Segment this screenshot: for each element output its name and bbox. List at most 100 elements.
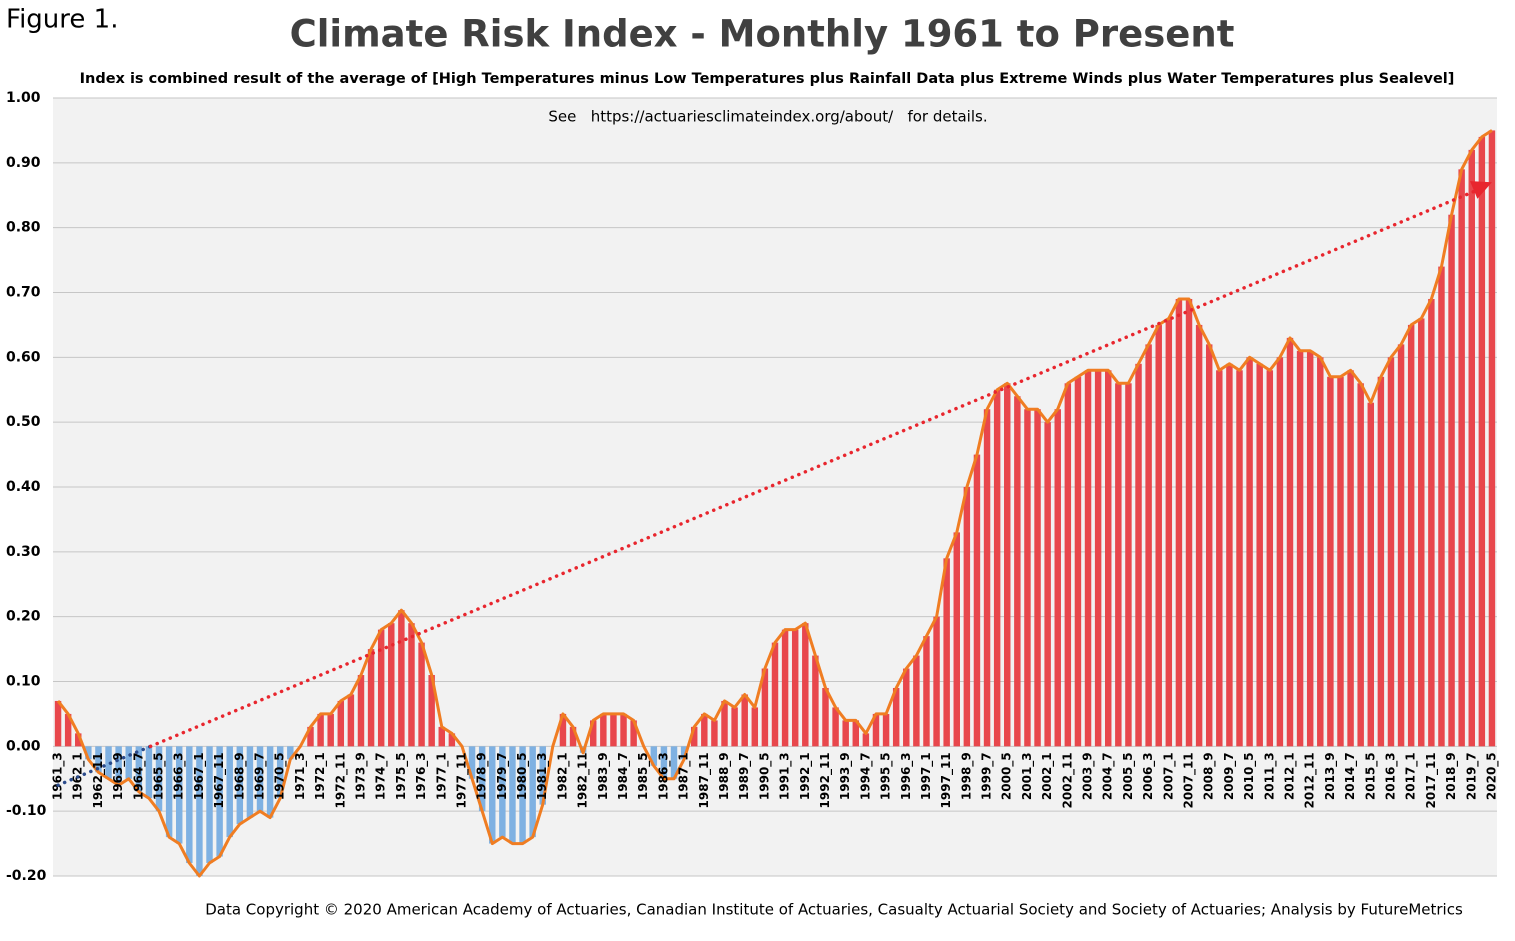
x-tick-label: 1995_5 <box>879 752 894 800</box>
x-tick-label: 2012_1 <box>1282 752 1297 800</box>
bar <box>741 694 748 747</box>
x-tick-label: 2012_11 <box>1303 752 1318 808</box>
bar <box>812 655 819 747</box>
y-tick-label: 0.00 <box>6 738 41 754</box>
x-tick-label: 2017_1 <box>1404 752 1419 800</box>
bar <box>509 746 516 844</box>
bar <box>1256 363 1263 747</box>
x-tick-label: 2011_3 <box>1262 752 1277 800</box>
bar <box>559 713 567 747</box>
bar <box>1084 370 1092 747</box>
bar <box>1054 409 1061 747</box>
bar <box>1458 169 1465 747</box>
x-tick-label: 2013_9 <box>1323 752 1338 800</box>
bar <box>135 746 143 792</box>
bar <box>721 700 728 747</box>
bar <box>1397 344 1405 747</box>
bar <box>226 746 233 838</box>
x-tick-label: 1968_9 <box>232 752 247 800</box>
bar <box>1226 363 1233 747</box>
y-tick-label: 0.60 <box>6 349 41 365</box>
bar <box>1024 409 1031 747</box>
bar <box>701 713 708 747</box>
bar <box>590 720 597 747</box>
chart-subtitle: Index is combined result of the average … <box>80 71 1455 87</box>
bar <box>1155 324 1162 747</box>
bar <box>428 675 435 747</box>
bar <box>408 623 415 747</box>
bar <box>1488 130 1496 747</box>
bar <box>377 629 385 747</box>
bar <box>771 642 779 747</box>
bar <box>1418 318 1425 747</box>
x-tick-label: 2018_9 <box>1444 752 1459 800</box>
bar <box>489 746 496 844</box>
x-tick-label: 2002_1 <box>1040 752 1055 800</box>
x-tick-label: 1997_1 <box>919 752 934 800</box>
bar <box>448 733 456 747</box>
bar <box>903 668 910 747</box>
bar <box>256 746 264 812</box>
x-tick-label: 1972_11 <box>333 752 348 808</box>
x-tick-label: 1991_3 <box>778 752 793 800</box>
trend-line <box>56 744 153 787</box>
bar <box>398 610 405 747</box>
bar <box>1195 324 1203 747</box>
note: See https://actuariesclimateindex.org/ab… <box>548 108 987 126</box>
x-tick-label: 1966_3 <box>172 752 187 800</box>
x-tick-label: 2004_7 <box>1101 752 1116 800</box>
bar <box>196 746 203 876</box>
bar <box>1074 376 1082 747</box>
x-tick-label: 2000_5 <box>1000 752 1015 800</box>
x-tick-label: 1967_1 <box>192 752 207 800</box>
bar <box>75 733 82 747</box>
x-tick-label: 1992_1 <box>798 752 813 800</box>
bar <box>1317 357 1324 747</box>
x-tick-label: 1998_9 <box>959 752 974 800</box>
x-tick-label: 1967_11 <box>212 752 227 808</box>
bar <box>1125 383 1132 747</box>
y-tick-label: 1.00 <box>6 90 41 106</box>
x-tick-label: 1970_5 <box>273 752 288 800</box>
y-tick-label: -0.20 <box>6 868 47 884</box>
x-tick-label: 1999_7 <box>980 752 995 800</box>
x-tick-label: 1982_1 <box>555 752 570 800</box>
x-tick-label: 2019_7 <box>1464 752 1479 800</box>
bar <box>1357 383 1364 747</box>
bar <box>913 655 920 747</box>
bar <box>862 733 870 747</box>
bar <box>1407 324 1415 747</box>
y-tick-label: 0.70 <box>6 285 41 301</box>
bar <box>216 746 223 857</box>
chart-title: Climate Risk Index - Monthly 1961 to Pre… <box>290 13 1235 56</box>
bar <box>307 726 314 747</box>
x-tick-label: 1984_7 <box>616 752 631 800</box>
bar <box>1296 350 1304 747</box>
x-tick-label: 1974_7 <box>374 752 389 800</box>
bar <box>983 409 991 747</box>
x-tick-label: 2009_7 <box>1222 752 1237 800</box>
bar <box>822 687 829 747</box>
x-tick-label: 1983_9 <box>596 752 611 800</box>
bar <box>620 713 627 747</box>
bar <box>115 746 122 786</box>
x-tick-label: 1992_11 <box>818 752 833 808</box>
bar <box>1004 383 1011 747</box>
bar <box>347 694 355 747</box>
bar <box>731 707 738 747</box>
bar <box>933 616 940 747</box>
x-tick-label: 1979_7 <box>495 752 510 800</box>
x-tick-label: 2002_11 <box>1060 752 1075 808</box>
bar <box>1438 266 1445 747</box>
bar <box>600 713 607 747</box>
bar <box>206 746 213 864</box>
x-tick-label: 1987_11 <box>697 752 712 808</box>
x-tick-label: 1997_11 <box>939 752 954 808</box>
bar <box>357 675 365 747</box>
x-tick-label: 2016_3 <box>1383 752 1398 800</box>
x-tick-label: 2010_5 <box>1242 752 1257 800</box>
x-tick-label: 1975_5 <box>394 752 409 800</box>
bar <box>842 720 849 747</box>
bar <box>1347 370 1354 747</box>
